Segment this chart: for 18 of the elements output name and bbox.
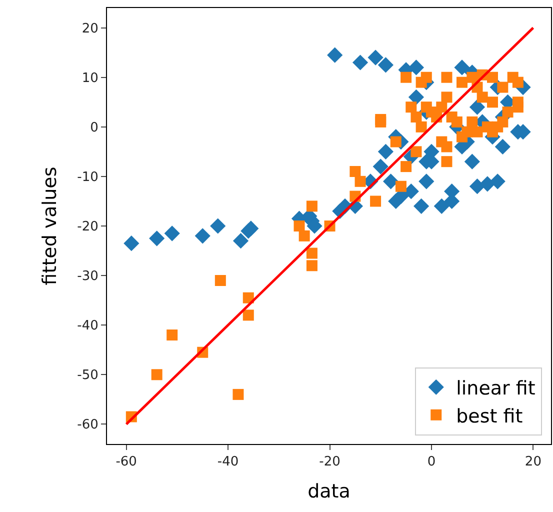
y-tick-label: 10 — [82, 70, 98, 86]
y-tick-label: -40 — [77, 318, 98, 334]
y-tick-label: -30 — [77, 269, 98, 284]
x-tick-label: -40 — [217, 454, 239, 470]
x-tick-label: 20 — [524, 454, 542, 470]
legend-label: best fit — [456, 405, 523, 428]
y-tick-label: -20 — [77, 220, 98, 235]
y-axis-title: fitted values — [39, 166, 62, 286]
y-tick-label: 20 — [82, 21, 98, 36]
y-tick-label: 0 — [90, 120, 98, 136]
y-tick-label: -60 — [77, 418, 98, 433]
x-tick-label: -20 — [319, 454, 340, 470]
x-tick-label: 0 — [427, 454, 436, 470]
legend-label: linear fit — [456, 378, 536, 400]
y-tick-label: -50 — [77, 368, 98, 384]
y-tick-label: -10 — [77, 170, 98, 185]
x-tick-label: -60 — [116, 454, 137, 470]
x-axis-title: data — [308, 480, 350, 502]
